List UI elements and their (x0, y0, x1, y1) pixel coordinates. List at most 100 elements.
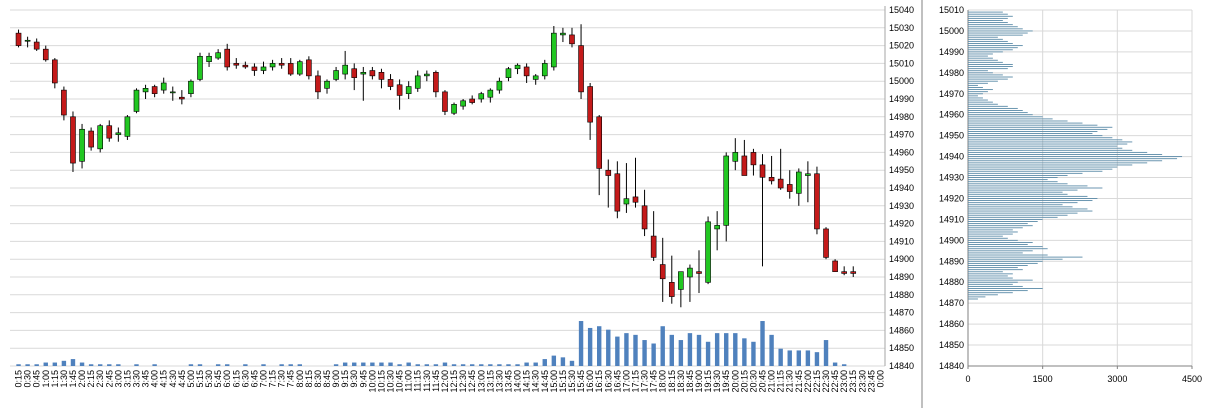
candle-body (596, 116, 603, 169)
x-tick-label: 12:45 (467, 370, 477, 393)
x-tick-label: 18:45 (685, 370, 695, 393)
x-tick-label: 9:00 (331, 370, 341, 388)
profile-bar (968, 32, 1028, 34)
y-tick-label: 14960 (889, 147, 914, 157)
x-tick-label: 20:45 (758, 370, 768, 393)
x-tick-label: 15:30 (567, 370, 577, 393)
candle-body (387, 79, 394, 87)
candle-body (560, 32, 566, 36)
x-tick-label: 22:15 (812, 370, 822, 393)
volume-bar (107, 364, 112, 366)
volume-bar (288, 364, 293, 366)
y-tick-label: 14990 (889, 94, 914, 104)
candle-body (578, 45, 584, 93)
volume-bar (742, 338, 747, 366)
candle-body (505, 68, 512, 78)
candle-body (496, 80, 503, 91)
volume-bar (615, 336, 620, 366)
profile-bar (968, 76, 1013, 78)
x-tick-label: 12:00 (440, 370, 450, 393)
candle-body (668, 282, 675, 297)
y-tick-label: 14940 (939, 152, 964, 162)
volume-bar (506, 364, 511, 366)
candle-body (614, 173, 621, 212)
candle-body (296, 61, 303, 75)
candle-body (796, 171, 802, 194)
x-tick-label: 22:00 (803, 370, 813, 393)
x-tick-label: 17:45 (649, 370, 659, 393)
candle-body (841, 271, 847, 274)
volume-bar (451, 364, 457, 366)
profile-bar (968, 145, 1118, 147)
y-tick-label: 14930 (889, 201, 914, 211)
profile-bar (968, 141, 1133, 143)
x-tick-label: 2:45 (104, 370, 114, 388)
x-tick-label: 16:45 (612, 370, 622, 393)
profile-bar (968, 128, 1108, 130)
volume-bar (760, 321, 765, 366)
profile-bar (968, 212, 1078, 214)
profile-bar (968, 112, 1028, 114)
candle-body (832, 260, 838, 272)
profile-bar (968, 30, 1033, 32)
volume-bar (479, 364, 484, 366)
x-tick-label: 14:00 (513, 370, 523, 393)
candle-body (442, 91, 448, 112)
profile-bar (968, 72, 993, 74)
candle-body (551, 32, 557, 68)
volume-bar (714, 333, 720, 366)
profile-bar (968, 221, 1038, 222)
x-tick-label: 1:30 (59, 370, 69, 388)
x-tick-label: 8:00 (295, 370, 305, 388)
volume-bar (805, 350, 811, 366)
profile-bar (968, 162, 1148, 164)
profile-bar (968, 195, 1088, 197)
x-tick-label: 14:15 (522, 370, 532, 393)
y-tick-label: 15000 (889, 76, 914, 86)
profile-bar (968, 122, 1083, 124)
profile-bar (968, 131, 1098, 132)
profile-bar (968, 254, 1048, 256)
volume-bar (342, 362, 348, 366)
profile-bar (968, 265, 1028, 266)
volume-bar (832, 362, 838, 366)
candle-body (659, 264, 666, 280)
candle-body (260, 66, 267, 71)
profile-bar (968, 70, 988, 72)
volume-bar (333, 364, 339, 366)
volume-bar (814, 352, 820, 366)
x-tick-label: 3:15 (122, 370, 132, 388)
volume-bar (469, 364, 475, 366)
x-tick-label: 19:00 (694, 370, 704, 393)
x-tick-label: 9:30 (349, 370, 359, 388)
profile-bar (968, 99, 988, 101)
volume-bar (705, 341, 711, 366)
x-tick-label: 9:15 (340, 370, 350, 388)
profile-bar (968, 118, 1053, 120)
profile-bar (968, 87, 983, 88)
profile-bar (968, 158, 1178, 160)
y-tick-label: 15010 (939, 5, 964, 15)
profile-bar (968, 135, 1103, 137)
y-tick-label: 14970 (889, 130, 914, 140)
candle-body (805, 173, 811, 176)
x-tick-label: 15:00 (549, 370, 559, 393)
x-tick-label: 5:15 (195, 370, 205, 388)
x-tick-label: 20:00 (730, 370, 740, 393)
profile-bar (968, 179, 1048, 181)
x-tick-label: 19:15 (703, 370, 713, 393)
candle-body (142, 88, 149, 93)
profile-bar (968, 260, 1043, 262)
profile-bar (968, 288, 1043, 289)
candle-body (696, 271, 702, 274)
volume-bar (134, 364, 139, 366)
volume-bar (769, 334, 774, 366)
y-tick-label: 15040 (889, 5, 914, 15)
profile-bar (968, 151, 1148, 153)
profile-bar (968, 177, 1058, 178)
profile-bar (968, 124, 1098, 126)
profile-bar (968, 189, 1078, 191)
y-tick-label: 14920 (939, 193, 964, 203)
profile-bar (968, 17, 1008, 19)
profile-bar (968, 200, 1093, 202)
